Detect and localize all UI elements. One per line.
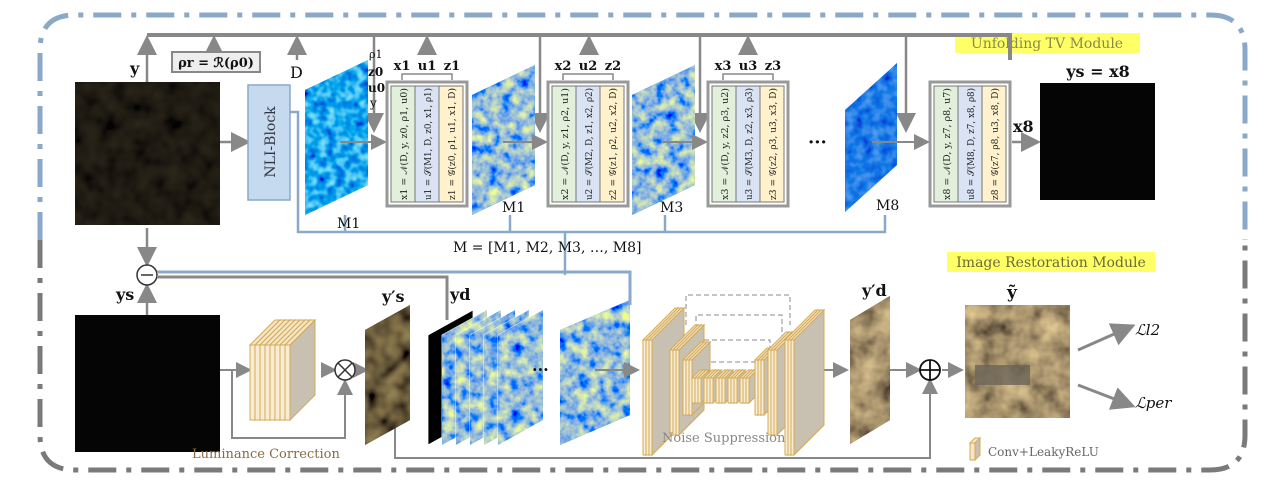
- mask-bus: [290, 110, 887, 275]
- yd-prime-map: [850, 296, 890, 444]
- luminance-label: Luminance Correction: [192, 447, 340, 462]
- stage-output-z3: z3: [765, 59, 781, 74]
- y-label: y: [129, 59, 140, 78]
- ytilde-label: ỹ: [1006, 283, 1018, 303]
- stage-formula: u2 = 𝒮(M2, D, z1, x2, ρ2): [584, 88, 595, 200]
- stage-output-z2: z2: [605, 59, 621, 74]
- restoration-title: Image Restoration Module: [956, 255, 1145, 271]
- legend-label: Conv+LeakyReLU: [988, 445, 1099, 459]
- stage-box-2: x2 = 𝒩(D, y, z1, ρ2, u1) u2 = 𝒮(M2, D, z1…: [546, 59, 630, 208]
- stage-output-x1: x1: [394, 59, 411, 74]
- unfolding-module-frame: [37, 12, 1248, 240]
- init-z0: z0: [368, 65, 383, 79]
- init-u0: u0: [368, 81, 385, 95]
- rho-formula: ρr = ℛ(ρ0): [178, 56, 254, 71]
- ys-label: ys: [115, 285, 134, 304]
- stage-formula: u3 = 𝒮(M3, D, z2, x3, ρ3): [744, 88, 755, 200]
- ys-prime-map: [365, 305, 410, 445]
- conv-layer: [789, 308, 826, 457]
- stage-formula: x3 = 𝒩(D, y, z2, ρ3, u2): [720, 88, 731, 200]
- restored-output-image: [965, 305, 1070, 418]
- stage-output-u2: u2: [579, 59, 598, 74]
- nli-block: [247, 84, 291, 201]
- noise-suppression-unet: [641, 306, 826, 457]
- feature-map-m1: [305, 60, 368, 215]
- init-rho1: ρ1: [369, 48, 382, 61]
- nli-block-label: NLI-Block: [263, 106, 279, 178]
- map-label-3: M3: [660, 200, 683, 216]
- m-concat-label: M = [M1, M2, M3, …, M8]: [453, 240, 641, 256]
- legend-conv-icon: [968, 436, 982, 462]
- residual-line: [157, 270, 632, 320]
- noise-label: Noise Suppression: [662, 431, 786, 446]
- map-label-8: M8: [876, 198, 899, 214]
- luminance-conv-stack: [248, 318, 317, 422]
- stage-formula: x2 = 𝒩(D, y, z1, ρ2, u1): [560, 88, 571, 200]
- ellipsis-bottom: ···: [532, 360, 549, 379]
- restoration-title-highlight: [947, 252, 1155, 272]
- stage-formula: x1 = 𝒩(D, y, z0, ρ1, u0): [399, 88, 410, 200]
- bottom-input-image: [75, 315, 220, 452]
- unfolding-title: Unfolding TV Module: [971, 36, 1123, 52]
- yd-label: yd: [449, 285, 470, 304]
- stage-formula: z3 = 𝒢(z2, ρ3, u3, x3, D): [768, 88, 779, 200]
- feedback-bus: [147, 33, 1012, 60]
- conv-layer: [283, 318, 317, 422]
- ys-output-image: [1040, 83, 1155, 200]
- map-label-2: M1: [502, 200, 525, 216]
- stage-output-u1: u1: [418, 59, 437, 74]
- stage-output-x2: x2: [555, 59, 572, 74]
- d-label: D: [290, 63, 303, 82]
- unfolding-title-highlight: [955, 33, 1140, 53]
- rho-box: [171, 51, 261, 73]
- feature-map-m8: [845, 63, 897, 212]
- stage-output-u3: u3: [739, 59, 758, 74]
- loss-l2: ℒl2: [1135, 321, 1160, 339]
- stage-formula: z8 = 𝒢(z7, ρ8, u3, x8, D): [990, 88, 1001, 200]
- stage-box-4: x8 = 𝒩(D, y, z7, ρ8, u7) u8 = 𝒮(M8, D, z7…: [928, 80, 1012, 208]
- stage-formula: u1 = 𝒮(M1, D, z0, x1, ρ1): [423, 88, 434, 200]
- ys-prime-label: y′s: [381, 287, 405, 306]
- stage-output-z1: z1: [444, 59, 460, 74]
- stage-output-x3: x3: [715, 59, 732, 74]
- stage-box-3: x3 = 𝒩(D, y, z2, ρ3, u2) u3 = 𝒮(M3, D, z2…: [706, 59, 790, 208]
- stage-formula: z1 = 𝒢(z0, ρ1, u1, x1, D): [447, 88, 458, 200]
- ys-output-label: ys = x8: [1065, 62, 1130, 81]
- feature-map-m3: [632, 65, 695, 215]
- feature-map-2: [472, 65, 535, 215]
- stage-formula: x8 = 𝒩(D, y, z7, ρ8, u7): [942, 88, 953, 200]
- init-y: y: [369, 96, 377, 110]
- ellipsis-stages: ···: [808, 132, 827, 153]
- last-feature-map: [560, 300, 630, 445]
- stage-formula: z2 = 𝒢(z1, ρ2, u2, x2, D): [608, 88, 619, 200]
- restoration-module-frame: [37, 240, 1248, 473]
- yd-feature-stack: [427, 309, 544, 446]
- yd-prime-label: y′d: [861, 281, 887, 300]
- loss-per: ℒper: [1135, 394, 1172, 412]
- stage-box-1: x1 = 𝒩(D, y, z0, ρ1, u0) u1 = 𝒮(M1, D, z0…: [385, 59, 469, 208]
- x8-label: x8: [1013, 117, 1034, 136]
- stage-formula: u8 = 𝒮(M8, D, z7, x8, ρ8): [966, 88, 977, 200]
- map-label-1: M1: [337, 216, 360, 232]
